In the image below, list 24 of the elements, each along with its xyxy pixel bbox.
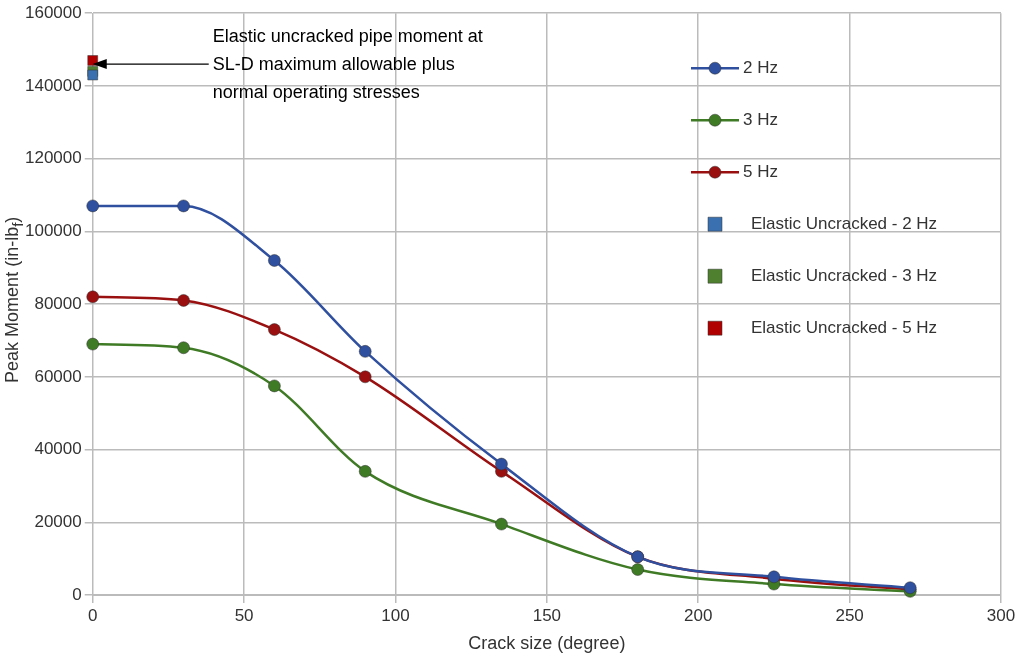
legend-label: Elastic Uncracked - 5 Hz xyxy=(751,317,938,337)
legend-label: 3 Hz xyxy=(743,109,778,129)
x-tick-label: 150 xyxy=(532,605,562,625)
y-tick-label: 20000 xyxy=(34,511,82,531)
y-tick-label: 100000 xyxy=(24,221,82,241)
legend-label: 2 Hz xyxy=(743,57,778,77)
y-tick-label: 160000 xyxy=(24,2,82,22)
y-tick-label: 0 xyxy=(72,584,82,604)
legend-label: Elastic Uncracked - 2 Hz xyxy=(751,213,938,233)
x-tick-label: 50 xyxy=(234,605,254,625)
legend-label: 5 Hz xyxy=(743,161,778,181)
x-tick-label: 200 xyxy=(684,605,713,625)
legend-label: Elastic Uncracked - 3 Hz xyxy=(751,265,938,285)
x-tick-label: 0 xyxy=(87,605,98,625)
y-tick-label: 60000 xyxy=(34,366,82,386)
y-tick-label: 80000 xyxy=(34,293,82,313)
y-tick-label: 140000 xyxy=(24,75,82,95)
x-tick-label: 100 xyxy=(381,605,410,625)
x-tick-label: 300 xyxy=(986,605,1016,625)
x-tick-label: 250 xyxy=(835,605,864,625)
y-tick-label: 120000 xyxy=(24,148,82,168)
x-axis-title: Crack size (degree) xyxy=(468,633,626,654)
y-tick-label: 40000 xyxy=(34,439,82,459)
annotation: Elastic uncracked pipe moment at SL-D maximum allowable plus normal operating stresses xyxy=(212,26,483,103)
